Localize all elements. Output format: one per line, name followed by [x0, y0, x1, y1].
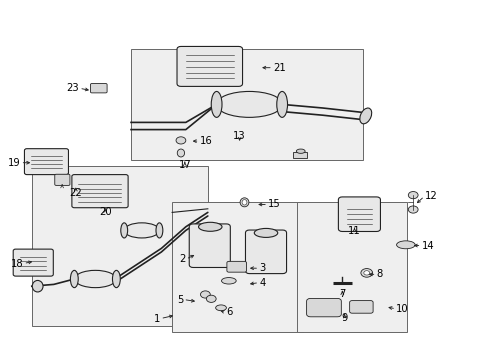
Ellipse shape — [112, 270, 120, 288]
Ellipse shape — [242, 199, 246, 205]
Text: 4: 4 — [259, 278, 265, 288]
Ellipse shape — [74, 270, 116, 288]
FancyBboxPatch shape — [226, 261, 246, 272]
Text: 11: 11 — [347, 226, 360, 236]
FancyBboxPatch shape — [349, 301, 372, 313]
FancyBboxPatch shape — [90, 84, 107, 93]
Circle shape — [407, 206, 417, 213]
Text: 23: 23 — [66, 83, 79, 93]
Circle shape — [363, 271, 369, 275]
Ellipse shape — [32, 280, 43, 292]
Ellipse shape — [70, 270, 78, 288]
Bar — [32, 166, 207, 326]
Ellipse shape — [215, 305, 226, 311]
Ellipse shape — [296, 149, 305, 153]
Ellipse shape — [121, 223, 127, 238]
Ellipse shape — [276, 91, 287, 117]
Bar — [297, 202, 407, 332]
Ellipse shape — [198, 222, 222, 231]
Circle shape — [407, 192, 417, 199]
FancyBboxPatch shape — [245, 230, 286, 274]
Text: 13: 13 — [233, 131, 245, 141]
Text: 6: 6 — [225, 307, 232, 318]
FancyBboxPatch shape — [72, 175, 128, 208]
Ellipse shape — [396, 241, 414, 249]
Bar — [131, 49, 363, 160]
Ellipse shape — [211, 91, 222, 117]
Text: 1: 1 — [154, 314, 160, 324]
Text: 5: 5 — [177, 294, 183, 305]
Text: 10: 10 — [395, 304, 408, 314]
FancyBboxPatch shape — [338, 197, 380, 231]
Ellipse shape — [124, 223, 159, 238]
Ellipse shape — [216, 91, 282, 117]
FancyBboxPatch shape — [177, 46, 242, 86]
Text: 16: 16 — [199, 136, 212, 146]
FancyBboxPatch shape — [24, 149, 68, 175]
Ellipse shape — [156, 223, 163, 238]
Text: 2: 2 — [179, 254, 185, 264]
Circle shape — [206, 295, 216, 302]
Text: 21: 21 — [272, 63, 285, 73]
Text: 8: 8 — [376, 269, 382, 279]
Bar — [293, 152, 306, 158]
FancyBboxPatch shape — [189, 224, 230, 267]
Text: 17: 17 — [178, 160, 191, 170]
Circle shape — [200, 291, 210, 298]
FancyBboxPatch shape — [306, 298, 341, 317]
Text: 19: 19 — [8, 158, 20, 168]
Circle shape — [360, 269, 372, 277]
FancyBboxPatch shape — [13, 249, 53, 276]
Text: 15: 15 — [267, 199, 280, 210]
Text: 14: 14 — [421, 240, 433, 251]
Ellipse shape — [240, 198, 248, 207]
Text: 9: 9 — [341, 312, 347, 323]
Text: 18: 18 — [11, 258, 23, 269]
Ellipse shape — [177, 149, 184, 157]
Text: 7: 7 — [338, 289, 345, 300]
Ellipse shape — [221, 278, 236, 284]
Bar — [172, 202, 303, 332]
Text: 3: 3 — [259, 263, 265, 273]
Ellipse shape — [359, 108, 371, 124]
Text: 20: 20 — [99, 207, 111, 217]
Text: 22: 22 — [69, 188, 82, 198]
Text: 12: 12 — [424, 191, 436, 201]
FancyBboxPatch shape — [55, 174, 70, 185]
Ellipse shape — [254, 229, 277, 238]
Circle shape — [176, 137, 185, 144]
